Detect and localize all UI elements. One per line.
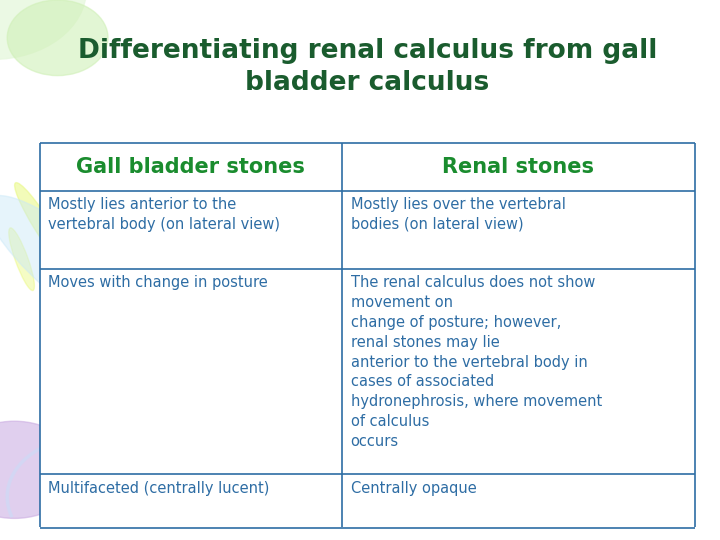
Text: Centrally opaque: Centrally opaque bbox=[351, 481, 477, 496]
Circle shape bbox=[0, 421, 79, 518]
Ellipse shape bbox=[46, 273, 170, 353]
Ellipse shape bbox=[14, 183, 72, 271]
Text: Gall bladder stones: Gall bladder stones bbox=[76, 157, 305, 177]
Text: Moves with change in posture: Moves with change in posture bbox=[48, 275, 268, 291]
Ellipse shape bbox=[0, 195, 158, 345]
Ellipse shape bbox=[9, 228, 35, 291]
Circle shape bbox=[0, 0, 86, 59]
Circle shape bbox=[7, 0, 108, 76]
Text: Mostly lies over the vertebral
bodies (on lateral view): Mostly lies over the vertebral bodies (o… bbox=[351, 197, 565, 232]
Text: Mostly lies anterior to the
vertebral body (on lateral view): Mostly lies anterior to the vertebral bo… bbox=[48, 197, 280, 232]
Text: The renal calculus does not show
movement on
change of posture; however,
renal s: The renal calculus does not show movemen… bbox=[351, 275, 602, 449]
Text: Differentiating renal calculus from gall
bladder calculus: Differentiating renal calculus from gall… bbox=[78, 38, 657, 97]
Text: Renal stones: Renal stones bbox=[442, 157, 595, 177]
Text: Multifaceted (centrally lucent): Multifaceted (centrally lucent) bbox=[48, 481, 269, 496]
Bar bbox=[40, 143, 695, 526]
